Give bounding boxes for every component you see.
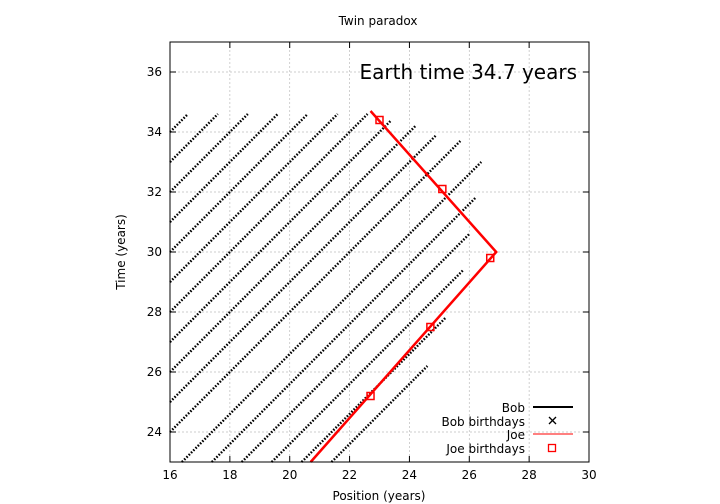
bob-worldline-segment (181, 161, 483, 463)
axis-ticks: 16 18 20 22 24 26 28 30 24 26 28 30 32 34 36 (147, 42, 597, 482)
legend-swatch-bob-birthdays (548, 416, 557, 425)
x-tick-label: 24 (402, 468, 417, 482)
y-tick-label: 24 (147, 425, 162, 439)
x-tick-label: 22 (342, 468, 357, 482)
legend: Bob Bob birthdays Joe Joe birthdays (441, 401, 573, 456)
y-tick-label: 36 (147, 65, 162, 79)
bob-worldline-segment (169, 113, 369, 313)
x-tick-label: 18 (222, 468, 237, 482)
x-tick-label: 26 (462, 468, 477, 482)
bob-worldline-segment (169, 113, 279, 223)
x-axis-label: Position (years) (333, 489, 426, 503)
bob-worldline-segment (169, 134, 438, 403)
bob-worldline-segment (169, 140, 462, 433)
bob-worldline-segment (169, 113, 339, 283)
joe-birthday-marker (366, 391, 375, 401)
grid (170, 42, 589, 462)
legend-label-joe: Joe (506, 428, 525, 442)
bob-worldline-segment (240, 233, 471, 463)
joe-birthday-marker (426, 322, 435, 332)
bob-worldline-segment (169, 113, 249, 193)
legend-label-joe-birthdays: Joe birthdays (445, 442, 525, 456)
y-tick-label: 26 (147, 365, 162, 379)
bob-worldline-segment (270, 269, 465, 463)
y-tick-label: 30 (147, 245, 162, 259)
y-axis-label: Time (years) (114, 214, 128, 291)
joe-worldline-path (309, 110, 498, 463)
joe-birthday-marker (438, 184, 447, 194)
joe-worldline (309, 110, 498, 463)
bob-worldline-segment (169, 113, 189, 133)
y-tick-label: 28 (147, 305, 162, 319)
chart-title: Twin paradox (338, 14, 418, 28)
bob-worldline-segment (169, 125, 417, 373)
legend-label-bob: Bob (502, 401, 525, 415)
joe-birthday-marker (485, 253, 495, 263)
x-tick-label: 30 (581, 468, 596, 482)
legend-label-bob-birthdays: Bob birthdays (441, 415, 525, 429)
y-tick-label: 32 (147, 185, 162, 199)
bob-worldline-segment (330, 365, 429, 463)
bob-worldline-segment (169, 113, 309, 253)
legend-swatch-joe-birthdays (547, 443, 557, 453)
x-tick-label: 16 (162, 468, 177, 482)
joe-birthday-marker (375, 115, 384, 125)
bob-worldline-segment (169, 113, 219, 163)
earth-time-annotation: Earth time 34.7 years (360, 60, 577, 84)
bob-worldline-segment (211, 197, 477, 463)
x-tick-label: 20 (282, 468, 297, 482)
bob-worldline-segment (169, 119, 393, 343)
x-tick-label: 28 (522, 468, 537, 482)
bob-worldlines (169, 113, 483, 463)
y-tick-label: 34 (147, 125, 162, 139)
